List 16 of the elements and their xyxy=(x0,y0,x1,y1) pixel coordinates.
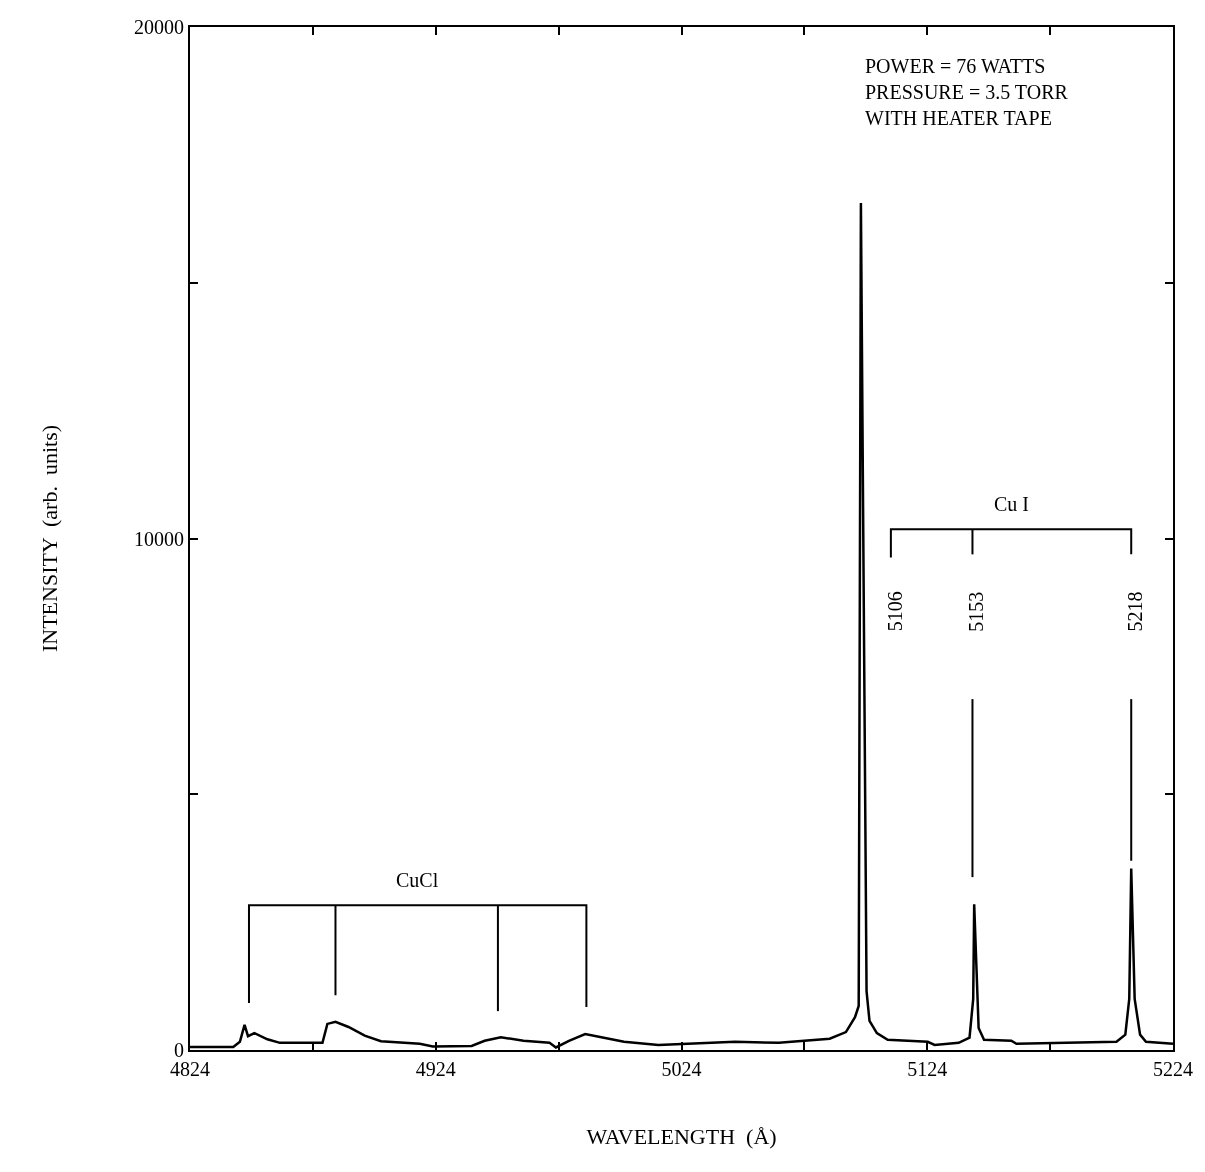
x-axis-title: WAVELENGTH (Å) xyxy=(586,1124,777,1150)
annotation: POWER = 76 WATTS PRESSURE = 3.5 TORR WITH HEATER TAPE xyxy=(865,55,1069,129)
y-tick-label: 20000 xyxy=(134,16,184,38)
x-tick-label: 5224 xyxy=(1153,1058,1193,1080)
x-tick-label: 4924 xyxy=(415,1058,456,1080)
x-tick-label: 4824 xyxy=(170,1058,210,1080)
x-tick-label: 5124 xyxy=(907,1058,948,1080)
y-axis-title: INTENSITY (arb. units) xyxy=(37,424,63,653)
annotation: CuCl xyxy=(396,869,439,891)
annotation: 5106 xyxy=(883,591,906,632)
annotation: 5153 xyxy=(965,591,988,632)
y-tick-label: 10000 xyxy=(134,527,184,550)
x-tick-label: 5024 xyxy=(661,1058,702,1080)
y-tick-label: 0 xyxy=(174,1039,184,1061)
annotation: Cu I xyxy=(994,493,1029,515)
annotation: 5218 xyxy=(1123,591,1146,632)
